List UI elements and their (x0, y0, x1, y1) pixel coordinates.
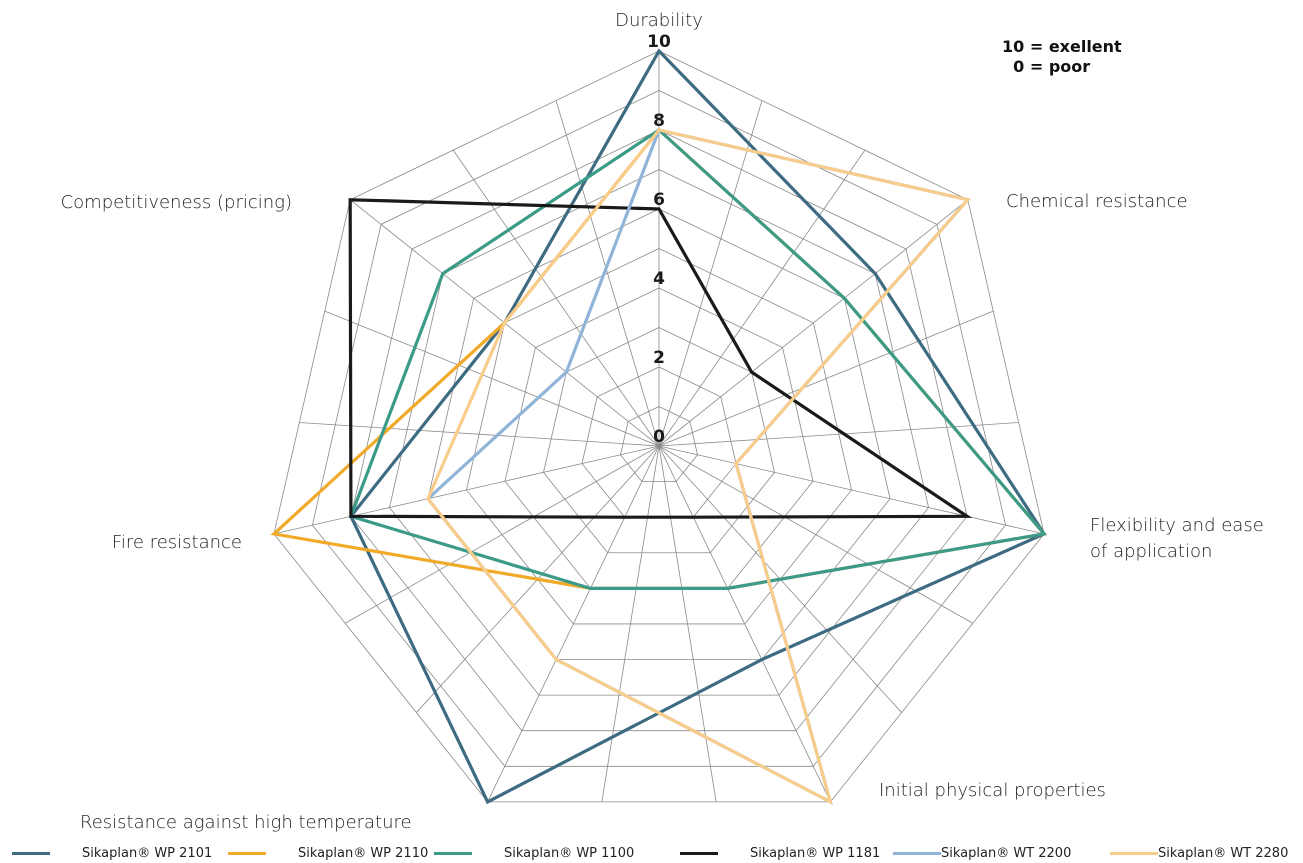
axis-label: Initial physical properties (879, 780, 1106, 801)
legend-label: Sikaplan® WP 1100 (504, 845, 635, 861)
legend-swatch (1110, 851, 1158, 855)
legend-item: Sikaplan® WP 1181 (680, 844, 880, 862)
legend-item: Sikaplan® WP 2101 (12, 844, 212, 862)
axis-label: Chemical resistance (1006, 191, 1188, 212)
grid-spoke (487, 445, 660, 803)
grid-spoke (658, 199, 969, 447)
grid-spoke (658, 100, 763, 447)
grid-spoke (658, 310, 994, 447)
grid-ring (273, 50, 1045, 803)
grid-spoke (555, 100, 660, 447)
chart-legend: Sikaplan® WP 2101 Sikaplan® WP 2110 Sikapl… (0, 844, 1303, 862)
grid-spoke (658, 445, 1045, 535)
legend-label: Sikaplan® WP 2101 (82, 845, 213, 861)
legend-swatch (12, 851, 50, 855)
axis-label: Resistance against high temperature (80, 812, 412, 833)
axis-label: Flexibility and ease of application (1090, 515, 1264, 562)
radial-tick-label: 10 (647, 32, 671, 52)
grid-spoke (344, 445, 660, 624)
legend-item: Sikaplan® WP 1100 (434, 844, 634, 862)
grid-spoke (658, 445, 974, 624)
radial-tick-label: 6 (653, 190, 665, 210)
legend-label: Sikaplan® WT 2200 (941, 845, 1072, 861)
series-line-1 (349, 48, 1047, 805)
grid-ring (620, 406, 698, 482)
legend-label: Sikaplan® WP 2110 (298, 845, 429, 861)
grid-spoke (658, 422, 1019, 447)
axis-label: Fire resistance (112, 532, 242, 553)
radial-tick-label: 2 (653, 348, 665, 368)
radar-series (270, 48, 1048, 805)
grid-spoke (452, 149, 660, 447)
legend-swatch (680, 851, 718, 855)
series-line-3 (348, 127, 1048, 590)
legend-item: Sikaplan® WT 2280 (1110, 844, 1288, 862)
series-line-6 (426, 128, 971, 805)
grid-ring (466, 248, 852, 625)
grid-spoke (324, 310, 660, 447)
grid-ring (350, 129, 968, 732)
grid-spoke (601, 445, 660, 802)
legend-item: Sikaplan® WT 2200 (893, 844, 1071, 862)
grid-ring (388, 169, 930, 696)
axis-label: Competitiveness (pricing) (61, 192, 292, 213)
grid-spoke (658, 445, 831, 803)
grid-spoke (299, 422, 660, 447)
legend-label: Sikaplan® WT 2280 (1158, 845, 1289, 861)
legend-swatch (228, 851, 266, 855)
grid-ring (543, 327, 775, 554)
axis-label: Durability (615, 10, 703, 31)
grid-spoke (658, 445, 717, 802)
scale-note: 10 = exellent 0 = poor (1002, 37, 1122, 76)
legend-swatch (893, 851, 941, 855)
legend-swatch (434, 851, 472, 855)
grid-ring (311, 90, 1007, 767)
legend-item: Sikaplan® WP 2110 (228, 844, 428, 862)
series-line-4 (348, 198, 973, 519)
radial-tick-labels: 0 2 4 6 8 10 (647, 32, 671, 447)
radial-tick-label: 0 (653, 427, 665, 447)
axis-labels: Durability Chemical resistance Flexibility… (61, 10, 1264, 833)
legend-label: Sikaplan® WP 1181 (750, 845, 881, 861)
radial-tick-label: 4 (653, 269, 665, 289)
grid-spoke (658, 149, 866, 447)
grid-spoke (273, 445, 660, 535)
radial-tick-label: 8 (653, 111, 665, 131)
